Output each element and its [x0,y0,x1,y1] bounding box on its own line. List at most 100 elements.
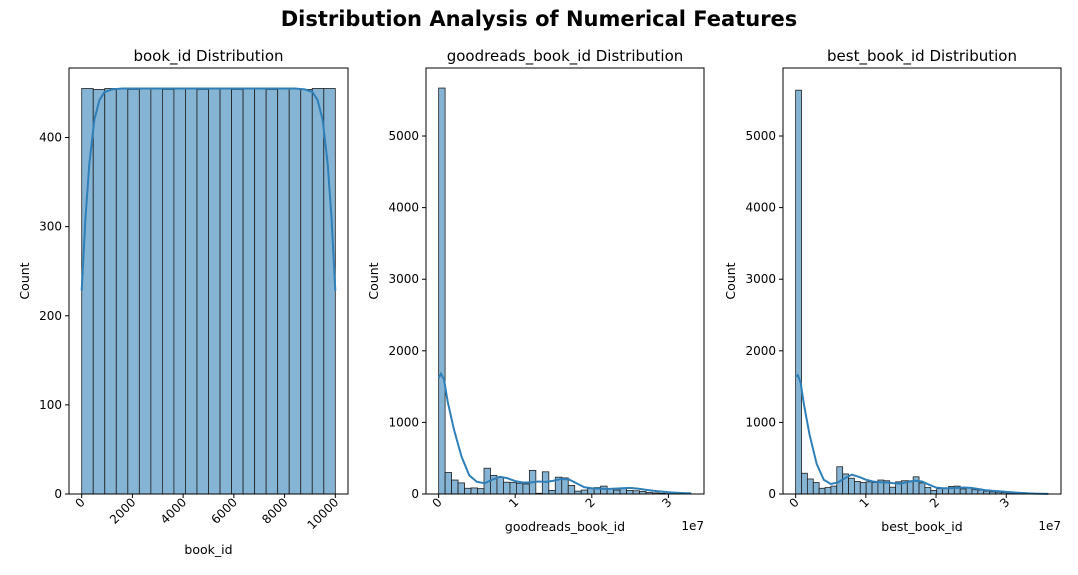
histogram-bar [626,490,634,495]
kde-line [795,373,1049,495]
histogram-bar [127,88,140,495]
histogram-bar [889,486,896,495]
histogram-bar [971,489,979,495]
x-tick-label: 10000 [305,495,342,532]
histogram-bar [567,485,576,495]
subplot-title: best_book_id Distribution [827,47,1017,66]
subplot-title: goodreads_book_id Distribution [447,47,684,66]
histogram-bar [254,88,267,495]
y-tick-label: 300 [39,220,62,234]
y-tick-label: 3000 [388,272,419,286]
histogram-bar [477,488,485,495]
axes-frame [425,67,705,495]
histogram-bar [231,88,244,495]
histogram-bar [444,472,452,495]
y-tick-label: 5000 [388,129,419,143]
y-tick-label: 3000 [745,272,776,286]
histogram-bar [115,88,129,495]
y-tick-label: 2000 [388,344,419,358]
y-tick-label: 4000 [745,201,776,215]
x-tick-label: 2 [927,495,942,510]
histogram-bar [912,476,920,495]
x-tick-label: 1 [506,495,521,510]
subplot-title: book_id Distribution [133,47,283,66]
x-axis-label: book_id [184,542,232,557]
histogram-bar [104,88,117,495]
figure-title: Distribution Analysis of Numerical Featu… [281,7,798,31]
histogram-bar [522,483,530,495]
histogram-bar [92,88,106,495]
x-offset-label: 1e7 [1038,519,1061,533]
histogram-bar [503,481,511,495]
x-tick-label: 3 [997,495,1012,510]
kde-line [437,371,692,495]
histogram-bar [464,487,472,495]
y-tick-label: 0 [411,487,419,501]
x-axis-label: goodreads_book_id [505,519,625,534]
histogram-bar [173,88,186,495]
y-tick-label: 5000 [745,129,776,143]
histogram-bar [830,485,838,495]
histogram-bar [859,482,867,495]
histogram-bar [185,88,198,495]
x-tick-label: 0 [73,495,88,510]
histogram-bar [854,481,861,495]
kde-line [80,87,337,291]
x-tick-label: 0 [786,495,801,510]
histogram-bar [918,482,926,495]
histogram-bar [871,482,879,495]
histogram-bar [438,87,446,495]
x-tick-label: 1 [857,495,872,510]
y-tick-label: 1000 [388,415,419,429]
y-tick-label: 0 [768,487,776,501]
y-tick-label: 1000 [745,415,776,429]
histogram-bar [288,88,302,495]
y-tick-label: 200 [39,309,62,323]
histogram-bar [548,490,556,495]
x-tick-label: 2 [583,495,598,510]
y-tick-label: 400 [39,131,62,145]
y-axis-label: Count [723,262,738,299]
histogram-bar [451,479,459,495]
x-tick-label: 3 [659,495,674,510]
y-axis-label: Count [366,262,381,299]
histogram-bar [587,488,595,495]
axes-frame [68,67,349,495]
histogram-bar [824,487,832,495]
histogram-bar [162,88,175,495]
histogram-bar [936,488,943,495]
y-tick-label: 2000 [745,344,776,358]
x-tick-label: 8000 [259,495,290,526]
histogram-bar [613,489,621,495]
histogram-bar [150,88,163,495]
histogram-bar [242,88,256,495]
y-axis-label: Count [17,262,32,299]
histogram-bar [795,89,802,495]
histogram-bar [806,478,814,495]
histogram-bar [470,487,478,495]
histogram-bar [580,489,589,495]
histogram-bar [300,88,313,495]
histogram-bar [196,88,209,495]
y-tick-label: 4000 [388,201,419,215]
histogram-bar [924,487,932,495]
histogram-bar [208,88,221,495]
histogram-bar [311,88,325,495]
subplot-2: 0 1000 2000 3000 4000 5000 0 1 2 3 1e7 goodreads_bo… [366,47,705,534]
histogram-bar [219,88,232,495]
histogram-bar [138,88,152,495]
histogram-bar [818,487,826,495]
x-tick-label: 0 [429,495,444,510]
histogram-bar [801,472,808,495]
subplot-3: 0 1000 2000 3000 4000 5000 0 1 2 3 1e7 best_book_id… [723,47,1062,534]
histogram-bar [812,482,820,495]
x-axis-label: best_book_id [881,519,962,534]
x-tick-label: 2000 [107,495,138,526]
histogram-bar [930,490,938,495]
x-tick-label: 6000 [208,495,239,526]
y-tick-label: 0 [54,487,62,501]
y-tick-label: 100 [39,398,62,412]
histogram-bar [561,477,569,495]
